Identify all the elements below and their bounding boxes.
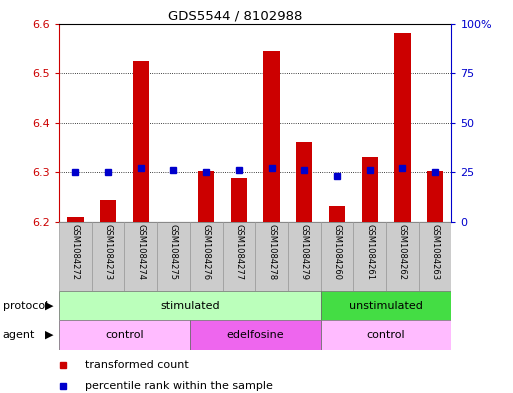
Text: percentile rank within the sample: percentile rank within the sample [85,381,272,391]
FancyBboxPatch shape [321,320,451,350]
Text: GSM1084261: GSM1084261 [365,224,374,280]
Text: protocol: protocol [3,301,48,310]
Bar [329,206,345,222]
Text: unstimulated: unstimulated [349,301,423,310]
Text: agent: agent [3,330,35,340]
Text: GSM1084274: GSM1084274 [136,224,145,280]
Text: control: control [105,330,144,340]
Bar [67,217,84,222]
FancyBboxPatch shape [223,222,255,291]
Text: stimulated: stimulated [160,301,220,310]
Text: GSM1084278: GSM1084278 [267,224,276,280]
FancyBboxPatch shape [386,222,419,291]
Bar [427,171,443,222]
FancyBboxPatch shape [288,222,321,291]
Text: GSM1084272: GSM1084272 [71,224,80,280]
FancyBboxPatch shape [255,222,288,291]
Text: GSM1084277: GSM1084277 [234,224,243,280]
FancyBboxPatch shape [419,222,451,291]
Bar [394,33,410,222]
Bar [100,200,116,222]
Text: ▶: ▶ [45,330,54,340]
Bar [296,141,312,222]
Text: ▶: ▶ [45,301,54,310]
Bar [231,178,247,222]
FancyBboxPatch shape [321,222,353,291]
Text: transformed count: transformed count [85,360,188,369]
FancyBboxPatch shape [124,222,157,291]
Text: GSM1084260: GSM1084260 [332,224,342,280]
FancyBboxPatch shape [92,222,124,291]
Text: GSM1084276: GSM1084276 [202,224,211,280]
FancyBboxPatch shape [59,291,321,320]
FancyBboxPatch shape [190,320,321,350]
FancyBboxPatch shape [321,291,451,320]
FancyBboxPatch shape [157,222,190,291]
Bar [132,61,149,222]
Text: GSM1084279: GSM1084279 [300,224,309,280]
Text: GSM1084273: GSM1084273 [104,224,112,280]
Bar [263,51,280,222]
FancyBboxPatch shape [190,222,223,291]
Bar [362,156,378,222]
FancyBboxPatch shape [59,320,190,350]
Text: GSM1084275: GSM1084275 [169,224,178,280]
Bar [198,171,214,222]
FancyBboxPatch shape [353,222,386,291]
Title: GDS5544 / 8102988: GDS5544 / 8102988 [168,9,303,22]
FancyBboxPatch shape [59,222,92,291]
Text: control: control [367,330,405,340]
Text: GSM1084262: GSM1084262 [398,224,407,280]
Text: edelfosine: edelfosine [226,330,284,340]
Text: GSM1084263: GSM1084263 [430,224,440,280]
